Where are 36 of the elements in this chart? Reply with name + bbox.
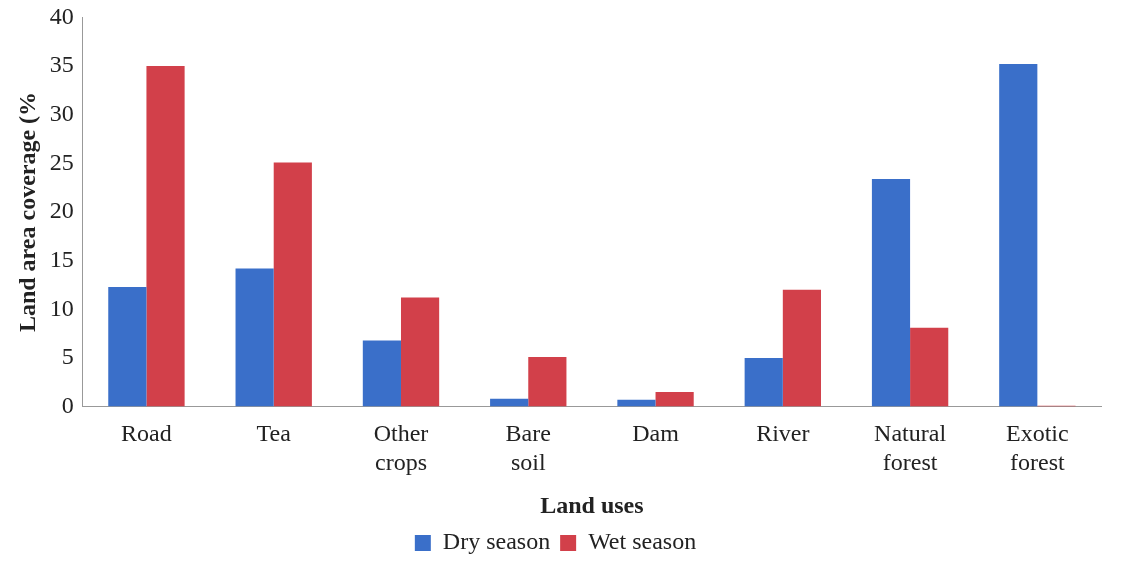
legend-label: Wet season xyxy=(588,528,697,555)
bar xyxy=(235,268,274,407)
x-tick-label: Natural forest xyxy=(874,420,947,476)
bar xyxy=(782,289,821,407)
x-axis-title: Land uses xyxy=(540,491,644,518)
bar xyxy=(108,286,147,407)
bar xyxy=(871,178,911,407)
y-tick-label: 15 xyxy=(49,245,74,272)
x-tick-label: Exotic forest xyxy=(1006,420,1069,476)
y-tick-label: 10 xyxy=(49,294,74,321)
bar xyxy=(528,356,567,407)
bar xyxy=(400,297,440,407)
bar xyxy=(146,66,185,407)
x-tick-label: Tea xyxy=(256,420,292,447)
y-tick-label: 0 xyxy=(61,391,74,418)
bar xyxy=(490,398,529,407)
y-tick-label: 35 xyxy=(49,51,74,78)
legend-label: Dry season xyxy=(442,528,551,555)
bar xyxy=(362,340,401,407)
y-axis-title: Land area coverage (% xyxy=(13,91,40,333)
x-tick-label: River xyxy=(756,420,810,447)
bar xyxy=(999,64,1038,407)
y-tick-label: 25 xyxy=(49,148,74,175)
bar xyxy=(655,392,694,407)
x-tick-label: Other crops xyxy=(373,420,429,476)
x-tick-label: Bare soil xyxy=(505,420,551,476)
x-tick-label: Road xyxy=(121,420,172,447)
bar xyxy=(744,357,783,407)
bar xyxy=(910,327,949,407)
y-tick-label: 40 xyxy=(49,2,74,29)
y-tick-label: 20 xyxy=(49,197,74,224)
x-tick-label: Dam xyxy=(632,420,680,447)
bar xyxy=(273,162,312,407)
bar xyxy=(617,399,656,407)
y-tick-label: 30 xyxy=(49,100,74,126)
y-tick-label: 5 xyxy=(61,343,74,370)
